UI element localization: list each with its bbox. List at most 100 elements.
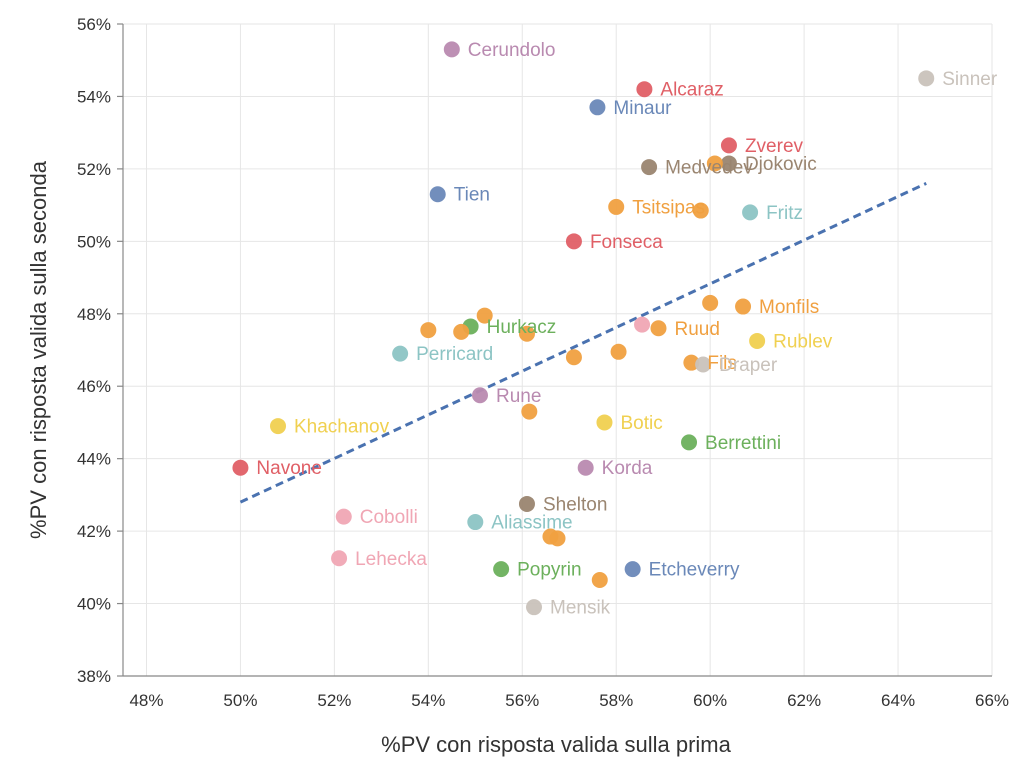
data-point[interactable] — [610, 343, 627, 360]
data-point[interactable] — [467, 514, 484, 531]
point-label: Rublev — [773, 331, 833, 352]
point-label: Tien — [454, 185, 490, 206]
data-point[interactable] — [650, 320, 667, 337]
data-point[interactable] — [702, 294, 719, 311]
data-point[interactable] — [692, 202, 709, 219]
y-tick-label: 46% — [77, 377, 111, 396]
data-point[interactable] — [549, 530, 566, 547]
point-label: Etcheverry — [649, 560, 740, 581]
point-labels: Cerundolo Alcaraz Sinner Minaur ZverevMedved… — [256, 40, 997, 619]
x-tick-label: 62% — [787, 691, 821, 710]
data-point[interactable] — [720, 155, 737, 172]
data-point[interactable] — [331, 550, 348, 567]
x-tick-label: 56% — [505, 691, 539, 710]
x-tick-label: 48% — [129, 691, 163, 710]
x-tick-label: 60% — [693, 691, 727, 710]
point-label: Shelton — [543, 494, 607, 515]
y-tick-label: 42% — [77, 522, 111, 541]
point-label: Sinner — [942, 69, 998, 90]
point-label: Minaur — [613, 98, 672, 119]
data-point[interactable] — [596, 414, 613, 431]
axes: 48% 50% 52% 54% 56% 58% 60% 62% 64% 66% 38% 40% 42% 4… — [77, 15, 1009, 710]
data-point[interactable] — [577, 459, 594, 476]
y-axis-title: %PV con risposta valida sulla seconda — [26, 160, 51, 539]
data-point[interactable] — [526, 599, 543, 616]
data-point[interactable] — [589, 99, 606, 116]
y-tick-label: 38% — [77, 667, 111, 686]
point-label: Fritz — [766, 203, 803, 224]
trend-line — [239, 182, 927, 504]
data-point[interactable] — [624, 561, 641, 578]
y-tick-label: 54% — [77, 87, 111, 106]
data-point[interactable] — [591, 572, 608, 589]
data-point[interactable] — [493, 561, 510, 578]
y-tick-label: 44% — [77, 450, 111, 469]
point-label: Tsitsipas — [632, 197, 705, 218]
x-tick-label: 58% — [599, 691, 633, 710]
point-label: Medvedev — [665, 158, 753, 179]
point-label: Botic — [620, 413, 662, 434]
point-label: Berrettini — [705, 433, 781, 454]
data-point[interactable] — [681, 434, 698, 451]
data-point[interactable] — [453, 323, 470, 340]
point-label: Monfils — [759, 297, 819, 318]
data-point[interactable] — [232, 459, 249, 476]
data-point[interactable] — [720, 137, 737, 154]
point-label: Alcaraz — [660, 80, 723, 101]
point-label: Rune — [496, 386, 541, 407]
point-label: Cobolli — [360, 507, 418, 528]
point-label: Hurkacz — [487, 317, 557, 338]
data-point[interactable] — [641, 159, 658, 176]
data-point[interactable] — [742, 204, 759, 221]
data-point[interactable] — [565, 233, 582, 250]
data-point[interactable] — [443, 41, 460, 58]
data-point[interactable] — [476, 307, 493, 324]
x-tick-label: 52% — [317, 691, 351, 710]
point-label: Draper — [719, 355, 778, 376]
data-point[interactable] — [695, 356, 712, 373]
point-label: Djokovic — [745, 154, 817, 175]
data-point[interactable] — [608, 198, 625, 215]
data-point[interactable] — [706, 155, 723, 172]
y-tick-label: 52% — [77, 160, 111, 179]
x-tick-label: 66% — [975, 691, 1009, 710]
data-point[interactable] — [683, 354, 700, 371]
x-tick-label: 50% — [223, 691, 257, 710]
data-point[interactable] — [429, 186, 446, 203]
y-tick-label: 40% — [77, 595, 111, 614]
point-label: Perricard — [416, 344, 493, 365]
data-point[interactable] — [521, 403, 538, 420]
point-label: Navone — [256, 458, 322, 479]
point-label: Mensik — [550, 598, 611, 619]
data-point[interactable] — [565, 349, 582, 366]
data-point[interactable] — [392, 345, 409, 362]
y-tick-label: 48% — [77, 305, 111, 324]
point-label: Lehecka — [355, 549, 427, 570]
data-point[interactable] — [636, 81, 653, 98]
y-tick-label: 56% — [77, 15, 111, 34]
data-point[interactable] — [420, 322, 437, 339]
point-label: Popyrin — [517, 560, 581, 581]
data-points — [232, 41, 935, 616]
trend-line-group — [239, 182, 927, 504]
point-label: Korda — [602, 458, 653, 479]
point-label: Fonseca — [590, 232, 663, 253]
data-point[interactable] — [518, 325, 535, 342]
data-point[interactable] — [335, 508, 352, 525]
data-point[interactable] — [749, 332, 766, 349]
point-label: Ruud — [674, 319, 719, 340]
data-point[interactable] — [634, 316, 651, 333]
point-label: Aliassime — [491, 513, 572, 534]
data-point[interactable] — [918, 70, 935, 87]
x-tick-label: 54% — [411, 691, 445, 710]
point-label: Cerundolo — [468, 40, 556, 61]
data-point[interactable] — [735, 298, 752, 315]
point-label: Khachanov — [294, 417, 390, 438]
y-tick-label: 50% — [77, 232, 111, 251]
x-tick-label: 64% — [881, 691, 915, 710]
data-point[interactable] — [518, 495, 535, 512]
data-point[interactable] — [270, 418, 287, 435]
point-label: Zverev — [745, 136, 804, 157]
data-point[interactable] — [471, 387, 488, 404]
